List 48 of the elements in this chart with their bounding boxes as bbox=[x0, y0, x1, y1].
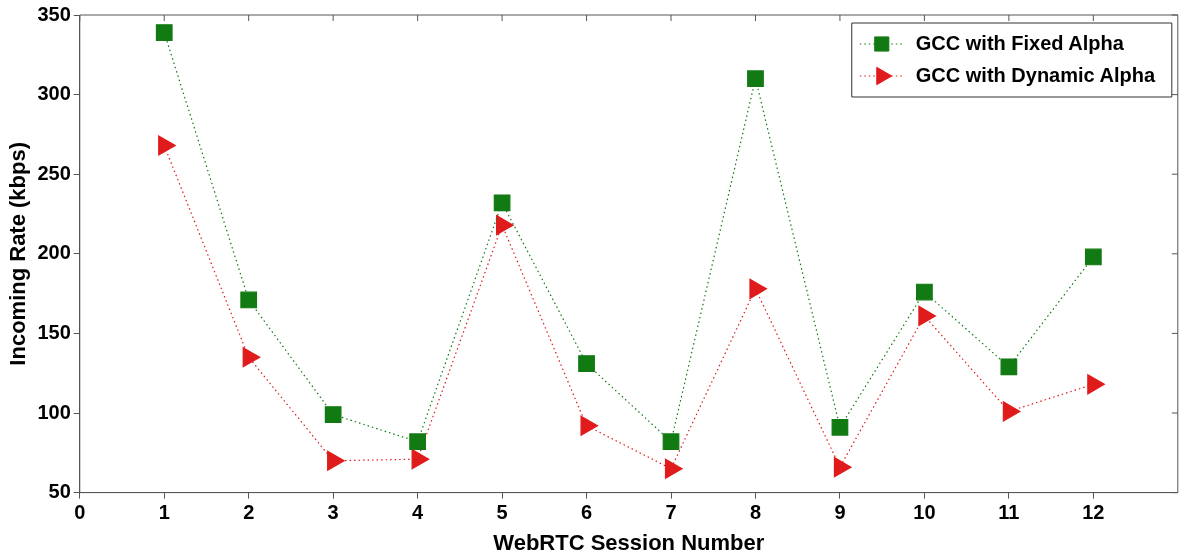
point bbox=[158, 135, 176, 156]
y-tick-label: 50 bbox=[48, 480, 71, 503]
y-tick-label: 300 bbox=[37, 82, 71, 105]
x-axis-title: WebRTC Session Number bbox=[493, 529, 765, 555]
y-axis-title: Incoming Rate (kbps) bbox=[5, 141, 31, 366]
point bbox=[578, 355, 595, 373]
point bbox=[493, 194, 511, 212]
point bbox=[749, 278, 768, 299]
y-tick-label: 150 bbox=[37, 320, 71, 343]
point bbox=[327, 450, 345, 471]
x-tick-label: 11 bbox=[998, 501, 1020, 524]
point bbox=[1084, 248, 1102, 266]
x-tick-label: 7 bbox=[665, 501, 677, 524]
point bbox=[1002, 401, 1021, 422]
y-tick-label: 100 bbox=[37, 400, 71, 423]
point bbox=[831, 418, 849, 436]
point bbox=[918, 305, 937, 327]
point bbox=[1087, 374, 1105, 395]
point bbox=[747, 70, 764, 88]
point bbox=[664, 458, 683, 479]
legend-label: GCC with Fixed Alpha bbox=[915, 31, 1125, 54]
point bbox=[324, 406, 342, 423]
x-tick-label: 10 bbox=[913, 501, 936, 524]
y-tick-label: 350 bbox=[37, 2, 71, 25]
x-tick-label: 2 bbox=[243, 501, 255, 524]
point bbox=[1000, 358, 1018, 376]
x-tick-label: 0 bbox=[74, 501, 86, 524]
point bbox=[411, 449, 430, 470]
x-tick-label: 9 bbox=[834, 501, 846, 524]
x-tick-label: 12 bbox=[1082, 501, 1105, 524]
point bbox=[155, 24, 173, 41]
x-tick-label: 6 bbox=[580, 501, 593, 524]
point bbox=[916, 283, 933, 301]
point bbox=[240, 291, 258, 309]
x-tick-label: 1 bbox=[158, 501, 170, 524]
x-tick-label: 8 bbox=[749, 501, 762, 524]
legend-label: GCC with Dynamic Alpha bbox=[915, 63, 1156, 86]
x-tick-label: 4 bbox=[412, 501, 425, 524]
point bbox=[662, 433, 680, 451]
point bbox=[409, 433, 426, 451]
point bbox=[580, 415, 599, 436]
point bbox=[495, 215, 514, 236]
point bbox=[833, 457, 852, 478]
y-tick-label: 200 bbox=[37, 241, 71, 264]
x-tick-label: 3 bbox=[327, 501, 339, 524]
x-tick-label: 5 bbox=[496, 501, 508, 524]
point bbox=[242, 347, 261, 368]
y-tick-label: 250 bbox=[37, 161, 71, 184]
